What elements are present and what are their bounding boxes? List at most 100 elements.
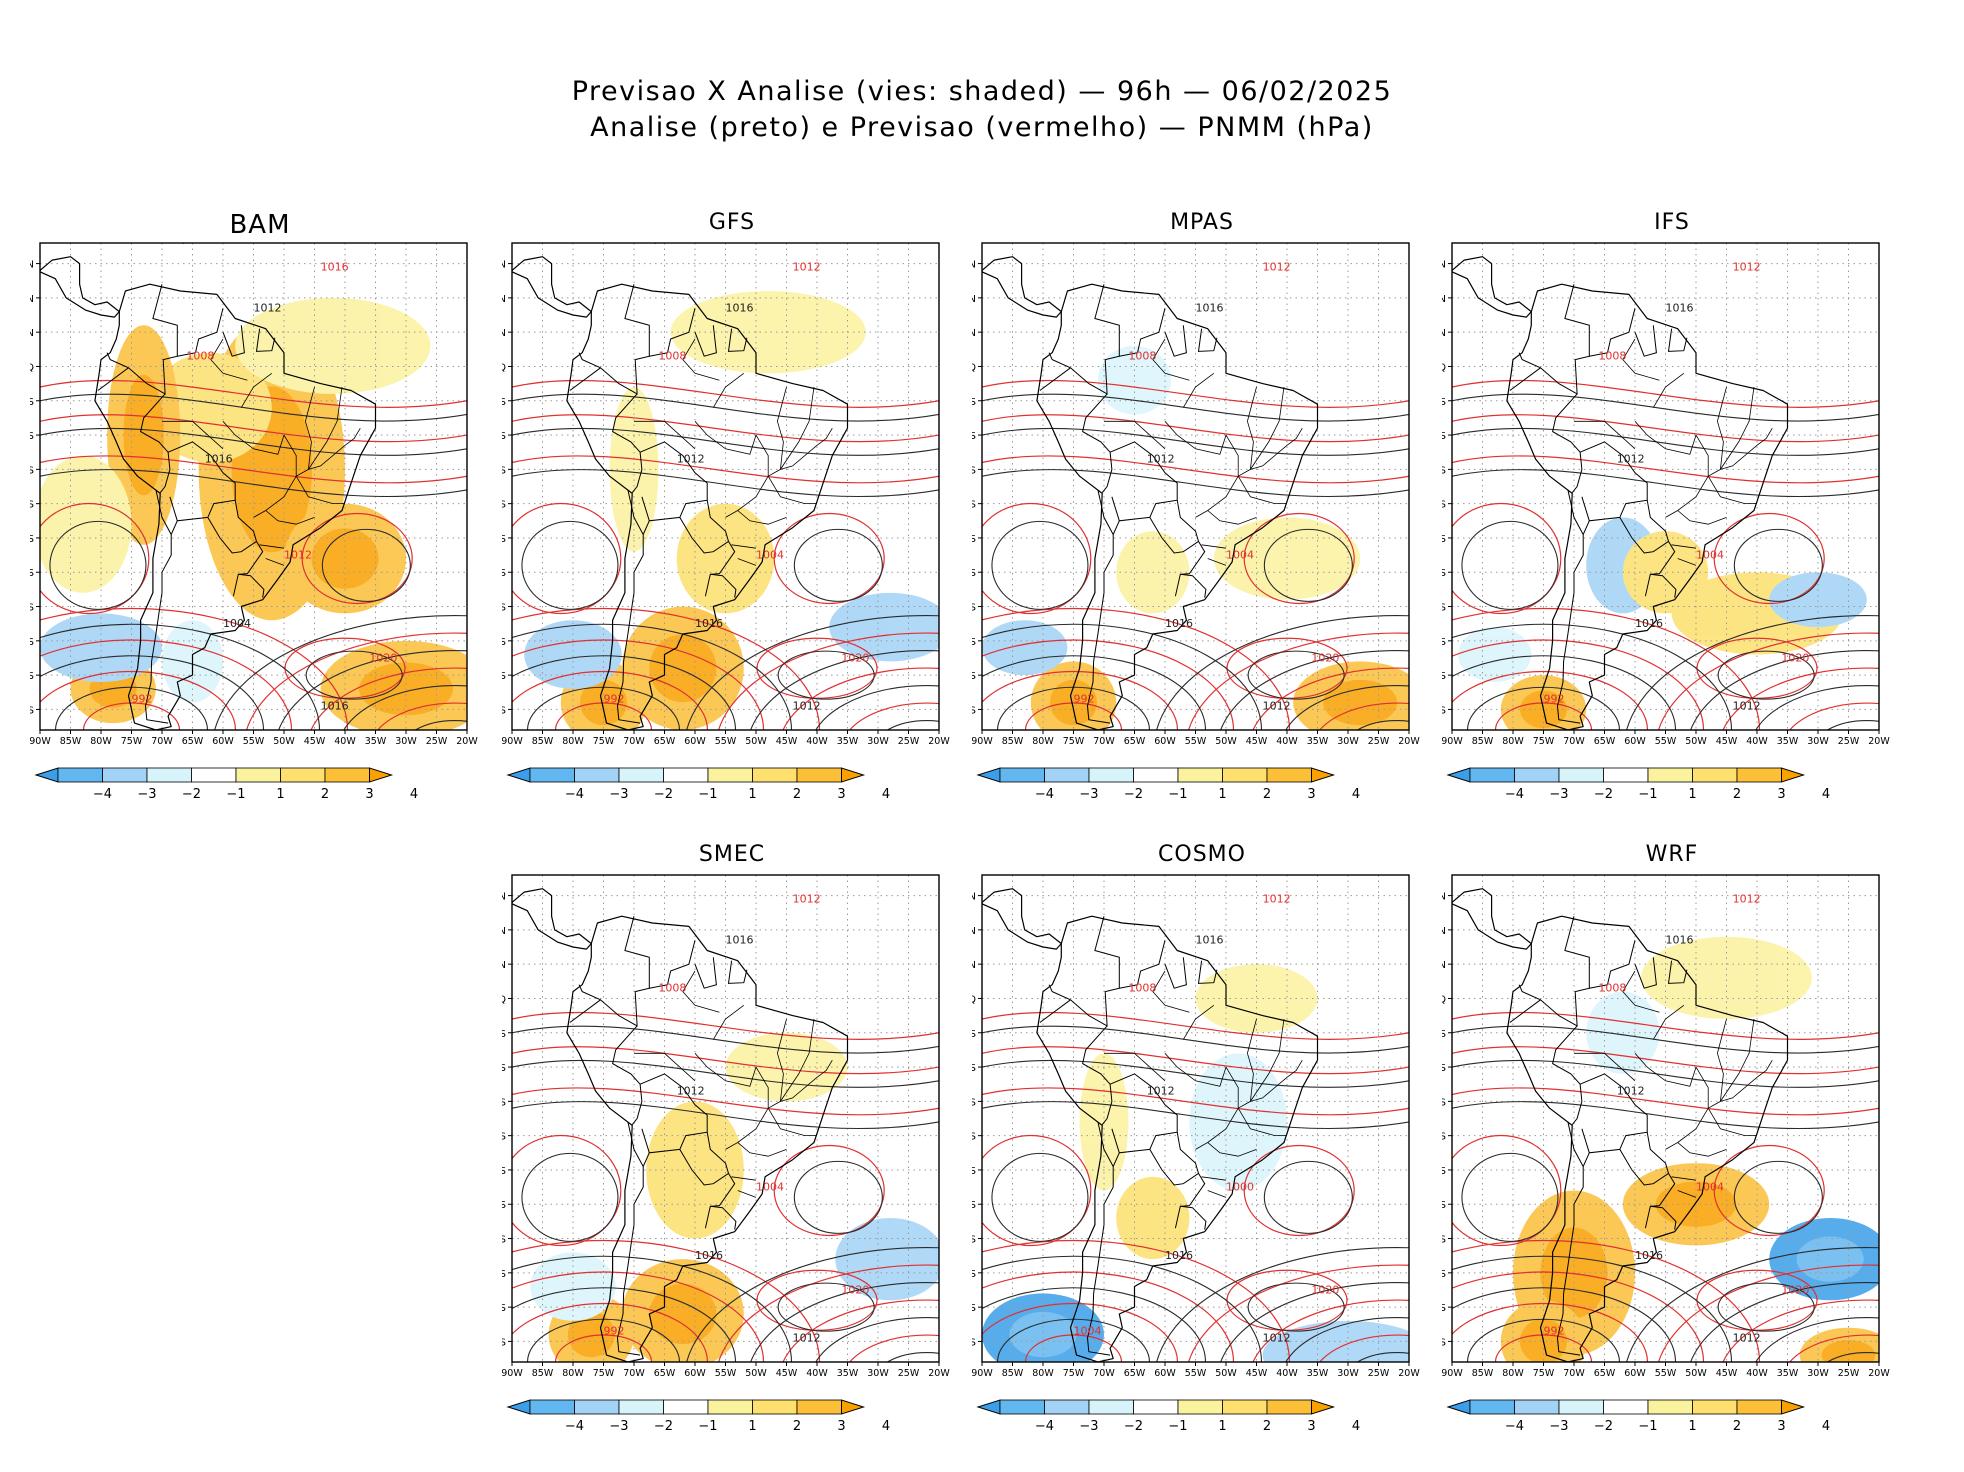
bias-region xyxy=(646,1101,744,1239)
high-isobar xyxy=(1243,1144,1355,1237)
low-isobar xyxy=(512,1239,821,1362)
high-lat-isobar xyxy=(1318,1334,1409,1362)
high-lat-isobar xyxy=(1156,1247,1409,1362)
isobar-label: 1016 xyxy=(1666,302,1694,315)
country-border xyxy=(627,489,644,535)
lon-tick-label: 80W xyxy=(1502,736,1524,747)
lat-tick-label: 10N xyxy=(972,926,976,937)
isobar-label: 1016 xyxy=(1165,1249,1193,1262)
analysis-isobar xyxy=(40,393,467,422)
lon-tick-label: 65W xyxy=(1124,1368,1146,1379)
colorbar-label: −1 xyxy=(698,787,717,802)
colorbar-label: −4 xyxy=(93,787,112,802)
high-isobar xyxy=(1452,1134,1562,1247)
lon-tick-label: 85W xyxy=(1472,1368,1494,1379)
isobar-label: 1016 xyxy=(1196,302,1224,315)
island-coast xyxy=(101,212,135,231)
isobar-label: 1020 xyxy=(1311,1283,1339,1296)
colorbar-arrow-low xyxy=(976,767,1001,783)
country-border xyxy=(1667,328,1688,352)
state-border xyxy=(1152,338,1190,381)
map-svg-gfs: 1012101610081012100410161020101299215N10… xyxy=(502,212,950,802)
lat-tick-label: 20S xyxy=(972,500,976,511)
lon-tick-label: 70W xyxy=(1093,1368,1115,1379)
lon-tick-label: 75W xyxy=(1063,1368,1085,1379)
colorbar: −4 −3 −2 −1 1 2 3 4 xyxy=(976,767,1360,802)
lat-tick-label: EQ xyxy=(30,362,34,373)
country-border xyxy=(1556,1152,1590,1356)
graticule xyxy=(1452,875,1879,1362)
high-lat-isobar xyxy=(1187,632,1409,730)
state-border xyxy=(780,427,833,470)
south-america-coast xyxy=(1506,283,1789,730)
low-isobar xyxy=(982,639,1235,730)
lon-tick-label: 80W xyxy=(562,1368,584,1379)
high-isobar xyxy=(301,512,413,605)
lat-tick-label: 15N xyxy=(30,260,34,271)
state-borders xyxy=(1104,338,1303,566)
lat-tick-label: 35S xyxy=(972,603,976,614)
lat-tick-label: 45S xyxy=(502,671,506,682)
forecast-isobar xyxy=(982,1046,1409,1075)
lat-tick-label: 25S xyxy=(1442,534,1446,545)
state-border xyxy=(1250,427,1303,470)
country-border xyxy=(207,500,258,554)
country-border xyxy=(1589,308,1636,357)
bias-region xyxy=(829,592,939,662)
state-border xyxy=(780,1059,833,1102)
country-border xyxy=(694,325,717,357)
high-isobar xyxy=(982,1134,1092,1247)
panel-title-wrf: WRF xyxy=(1645,842,1699,867)
country-border xyxy=(1634,325,1657,357)
colorbar: −4 −3 −2 −1 1 2 3 4 xyxy=(976,1399,1360,1434)
colorbar-segment xyxy=(1177,767,1223,783)
lon-tick-label: 40W xyxy=(1746,1368,1768,1379)
lat-tick-label: 25S xyxy=(30,534,34,545)
high-lat-isobar xyxy=(815,685,939,730)
forecast-isobar xyxy=(982,414,1409,443)
lat-tick-label: 40S xyxy=(30,637,34,648)
colorbar-segment xyxy=(1044,767,1090,783)
colorbar: −4 −3 −2 −1 1 2 3 4 xyxy=(1446,1399,1830,1434)
colorbar-label: −2 xyxy=(182,787,201,802)
lat-tick-label: 30S xyxy=(972,1200,976,1211)
colorbar-segment xyxy=(1603,767,1649,783)
bias-region xyxy=(40,613,162,682)
country-border xyxy=(1039,999,1071,1023)
colorbar-label: −1 xyxy=(226,787,245,802)
graticule xyxy=(1452,243,1879,730)
bias-shading xyxy=(524,291,939,730)
country-border xyxy=(639,441,708,522)
colorbar-label: 2 xyxy=(793,1419,801,1434)
island-coast xyxy=(573,212,607,231)
lon-tick-label: 45W xyxy=(776,736,798,747)
south-america-coast xyxy=(1036,915,1319,1362)
lon-tick-label: 85W xyxy=(532,1368,554,1379)
colorbar-label: 4 xyxy=(1822,1419,1830,1434)
lon-tick-label: 65W xyxy=(654,736,676,747)
map-svg-mpas: 1012101610081012100410161020101299215N10… xyxy=(972,242,1420,802)
high-isobar xyxy=(512,502,622,615)
colorbar-segment xyxy=(1514,1399,1560,1415)
low-isobar xyxy=(40,623,320,730)
lat-tick-label: 40S xyxy=(502,637,506,648)
colorbar: −4 −3 −2 −1 1 2 3 4 xyxy=(34,767,418,802)
isobar-label: 1004 xyxy=(223,617,251,630)
coastline xyxy=(512,875,849,1362)
colorbar-label: 2 xyxy=(321,787,329,802)
country-border xyxy=(1174,1173,1206,1229)
isobar-label: 1012 xyxy=(1263,1331,1291,1344)
low-isobar xyxy=(512,623,792,730)
country-border xyxy=(1149,500,1200,554)
panel-title-mpas: MPAS xyxy=(1170,210,1234,235)
country-border xyxy=(1197,328,1218,352)
colorbar-label: −2 xyxy=(1124,787,1143,802)
country-border xyxy=(1509,999,1541,1023)
lon-tick-label: 60W xyxy=(1624,1368,1646,1379)
country-border xyxy=(1039,367,1071,391)
colorbar-segment xyxy=(752,767,798,783)
lon-tick-label: 50W xyxy=(1685,1368,1707,1379)
isobar-label: 1012 xyxy=(1733,260,1761,273)
lon-tick-label: 40W xyxy=(1746,736,1768,747)
high-lat-isobar xyxy=(886,1352,939,1362)
